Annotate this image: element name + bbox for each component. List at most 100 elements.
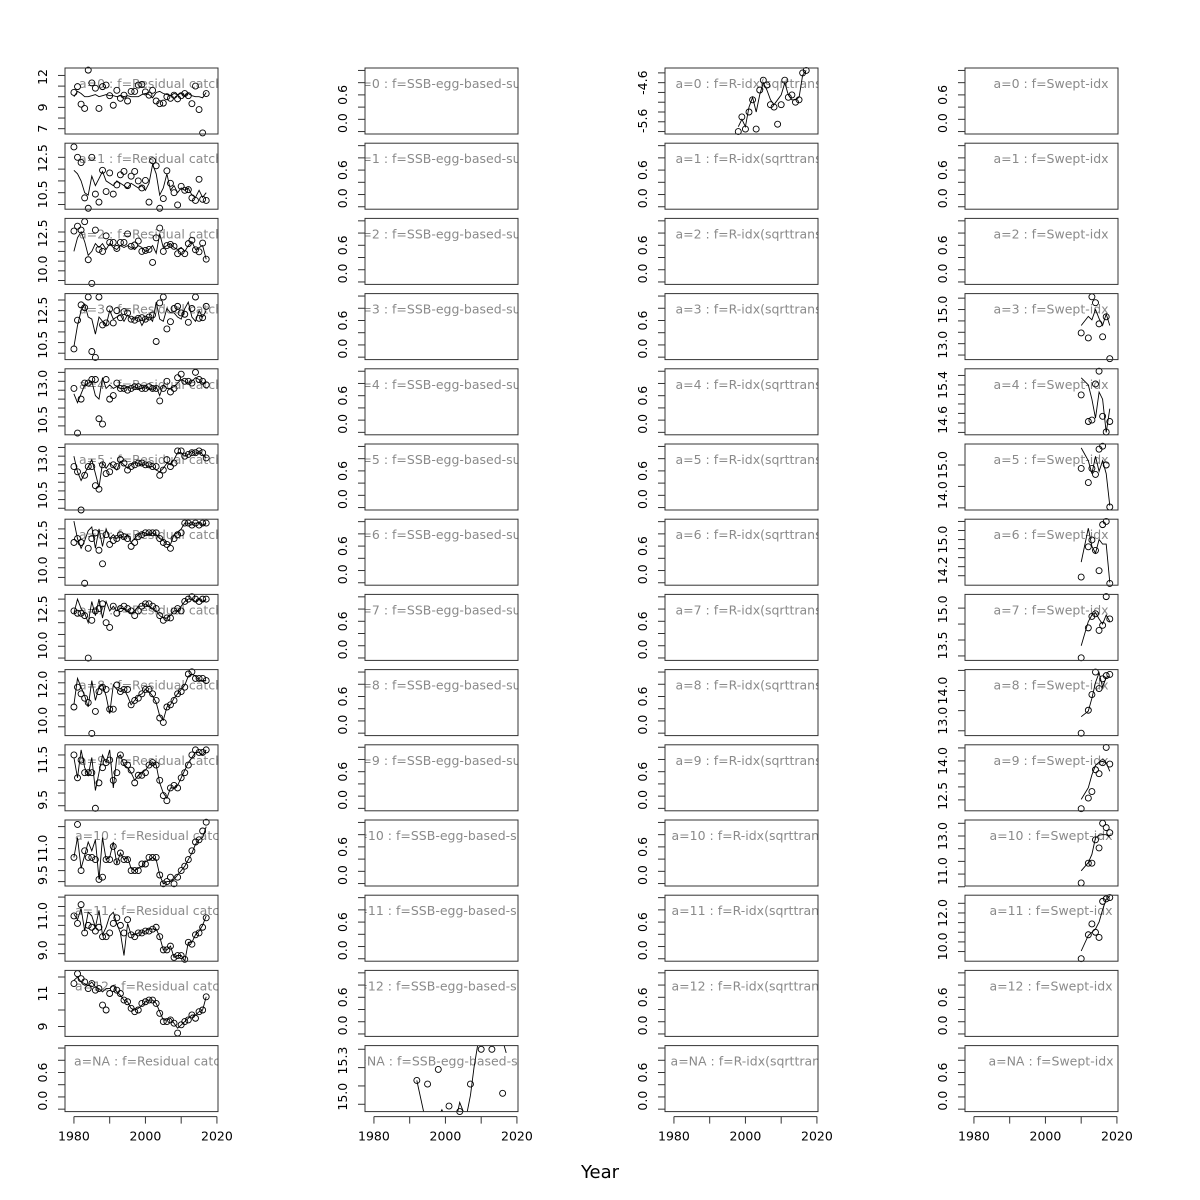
panel-frame bbox=[664, 669, 819, 737]
panel-label: a=3 : f=SSB-egg-based-survey bbox=[354, 302, 549, 317]
data-point bbox=[131, 241, 139, 249]
panel-frame bbox=[964, 443, 1119, 511]
data-point bbox=[188, 100, 196, 108]
data-point bbox=[134, 533, 142, 541]
y-tick-label: 0.0 bbox=[635, 339, 650, 359]
panel-frame bbox=[364, 217, 519, 285]
data-point bbox=[99, 461, 106, 469]
data-point bbox=[106, 856, 114, 864]
panel: 0.0 0.6 a=2 : f=R-idx(sqrttrans) bbox=[635, 217, 819, 285]
panel-frame bbox=[664, 293, 819, 361]
panel: 14.6 15.4 a=4 : f=Swept-idx bbox=[935, 367, 1119, 436]
data-point bbox=[145, 461, 153, 469]
data-point bbox=[88, 923, 96, 931]
data-point bbox=[99, 321, 106, 329]
data-point bbox=[413, 1076, 421, 1084]
panel: 0.0 0.6 a=NA : f=Swept-idx 1980 2000 2020 bbox=[935, 1045, 1133, 1144]
panel-label: a=10 : f=Residual catch bbox=[75, 828, 227, 843]
y-tick-label: 9 bbox=[35, 103, 50, 111]
data-point bbox=[184, 670, 192, 678]
y-tick-label: 13.0 bbox=[935, 822, 950, 850]
panel: 0.0 0.6 a=1 : f=R-idx(sqrttrans) bbox=[635, 142, 819, 210]
panel: 0.0 0.6 a=4 : f=SSB-egg-based-survey bbox=[335, 368, 519, 436]
y-tick-label: 0.0 bbox=[635, 639, 650, 659]
panel: 0.0 0.6 a=8 : f=SSB-egg-based-survey bbox=[335, 669, 519, 737]
data-point bbox=[113, 307, 121, 315]
y-tick-label: 0.0 bbox=[635, 263, 650, 283]
data-point bbox=[106, 92, 114, 100]
y-tick-label: 9.0 bbox=[35, 940, 50, 960]
y-tick-label: 0.0 bbox=[635, 865, 650, 885]
panel: 0.0 0.6 a=8 : f=R-idx(sqrttrans) bbox=[635, 669, 819, 737]
y-tick-label: 13.0 bbox=[935, 331, 950, 359]
fitted-line bbox=[416, 1045, 507, 1112]
panel: 10.012.5 a=7 : f=Residual catch bbox=[35, 593, 219, 662]
data-point bbox=[84, 654, 92, 662]
panel-label: a=5 : f=Residual catch bbox=[79, 452, 223, 467]
data-point bbox=[84, 769, 92, 777]
data-point bbox=[131, 316, 139, 324]
panel-frame bbox=[964, 669, 1119, 737]
data-point bbox=[106, 468, 114, 476]
panel-label: a=5 : f=R-idx(sqrttrans) bbox=[676, 452, 827, 467]
y-tick-label: 0.0 bbox=[335, 940, 350, 960]
data-point bbox=[1106, 355, 1114, 363]
data-point bbox=[116, 171, 124, 179]
data-point bbox=[756, 86, 764, 94]
data-point bbox=[127, 607, 135, 615]
data-point bbox=[192, 82, 199, 90]
data-point bbox=[177, 774, 185, 782]
data-point bbox=[106, 305, 114, 313]
y-tick-label: 12 bbox=[35, 69, 50, 85]
data-point bbox=[184, 377, 192, 385]
data-point bbox=[199, 827, 207, 835]
fitted-line bbox=[1080, 611, 1111, 646]
panel-frame bbox=[64, 142, 219, 210]
data-point bbox=[177, 607, 185, 615]
data-point bbox=[188, 668, 196, 676]
panel-label: a=3 : f=Swept-idx bbox=[993, 302, 1108, 317]
data-point bbox=[109, 537, 117, 545]
data-point bbox=[1099, 333, 1107, 341]
data-point bbox=[181, 452, 189, 460]
y-tick-label: 12.0 bbox=[935, 899, 950, 927]
data-point bbox=[163, 946, 171, 954]
panel: 0.0 0.6a=12 : f=SSB-egg-based-survey bbox=[335, 969, 519, 1037]
data-point bbox=[91, 376, 99, 383]
panel-frame bbox=[364, 293, 519, 361]
data-point bbox=[141, 384, 149, 392]
panel-label: a=8 : f=Swept-idx bbox=[993, 678, 1108, 693]
data-point bbox=[106, 540, 114, 548]
data-point bbox=[124, 182, 132, 190]
panel-frame bbox=[64, 368, 219, 436]
panel-frame bbox=[664, 368, 819, 436]
data-point bbox=[163, 377, 171, 385]
data-point bbox=[116, 314, 124, 322]
data-point bbox=[477, 1045, 485, 1053]
data-point bbox=[199, 1006, 207, 1014]
panel-frame bbox=[664, 1045, 819, 1113]
y-tick-label: 0.6 bbox=[935, 1063, 950, 1083]
panel: 0.0 0.6 a=7 : f=R-idx(sqrttrans) bbox=[635, 593, 819, 661]
data-point bbox=[159, 195, 167, 203]
panel-frame bbox=[364, 819, 519, 887]
data-point bbox=[106, 929, 114, 937]
panel: 14.0 15.0 a=5 : f=Swept-idx bbox=[935, 442, 1119, 511]
data-point bbox=[152, 463, 160, 471]
data-point bbox=[152, 529, 160, 537]
data-point bbox=[202, 381, 210, 389]
panel-frame bbox=[364, 1045, 519, 1113]
data-point bbox=[434, 1065, 442, 1073]
data-point bbox=[188, 847, 196, 855]
data-point bbox=[91, 707, 99, 715]
data-point bbox=[109, 985, 117, 992]
data-point bbox=[91, 190, 99, 198]
data-point bbox=[195, 314, 203, 322]
y-tick-label: 0.6 bbox=[335, 912, 350, 932]
panel-label: a=3 : f=R-idx(sqrttrans) bbox=[676, 302, 827, 317]
data-point bbox=[202, 677, 210, 685]
data-point bbox=[106, 990, 114, 997]
data-point bbox=[106, 239, 114, 246]
data-point bbox=[1077, 391, 1085, 399]
panel-label: a=NA : f=SSB-egg-based-survey bbox=[349, 1054, 554, 1069]
